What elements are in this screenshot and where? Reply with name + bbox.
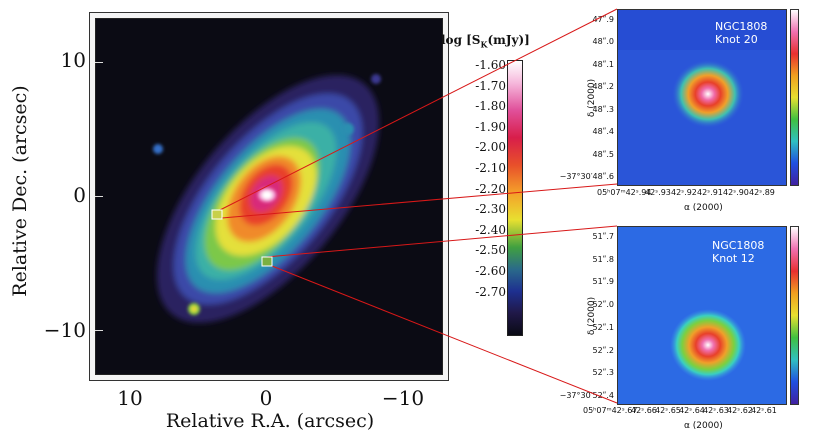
- y-tick-label: −10: [43, 318, 86, 342]
- knot20-dec-ticks: 47ʺ.9 48ʺ.0 48ʺ.1 48ʺ.2 48ʺ.3 48ʺ.4 48ʺ.5 −37°3…: [548, 9, 614, 184]
- dec-tick-label: 52ʺ.2: [592, 345, 615, 355]
- ra-tick-label: 42ˢ.61: [751, 406, 777, 415]
- knot12-dec-ticks: 51ʺ.7 51ʺ.8 51ʺ.9 52ʺ.0 52ʺ.1 52ʺ.2 52ʺ.3 −37°3…: [548, 226, 614, 403]
- knot20-galaxy-name: NGC1808: [715, 20, 768, 33]
- colorbar-tick-label: -1.70: [475, 78, 506, 93]
- ra-tick-label: 42ˢ.65: [655, 406, 681, 415]
- y-tick-mark: [95, 330, 103, 331]
- knot12-label: Knot 12: [712, 252, 755, 265]
- knot20-marker: [211, 209, 223, 220]
- knot20-label: Knot 20: [715, 33, 758, 46]
- knot12-panel: [617, 226, 787, 405]
- connector-line: [217, 8, 618, 212]
- knot12-ra-ticks: 05ʰ07ᵐ42ˢ.67 42ˢ.66 42ˢ.65 42ˢ.64 42ˢ.63 42ˢ.…: [583, 406, 797, 418]
- knot20-x-label: α (2000): [684, 203, 723, 213]
- dec-tick-label: 51ʺ.8: [592, 254, 615, 264]
- dec-tick-label: 48ʺ.5: [592, 149, 615, 159]
- connector-line: [221, 183, 618, 219]
- connector-line: [265, 225, 618, 258]
- colorbar-tick-label: -2.30: [475, 202, 506, 217]
- dec-tick-label: 52ʺ.3: [592, 368, 615, 378]
- dec-tick-label: −37°30′48ʺ.6: [559, 172, 614, 181]
- ra-tick-label: 42ˢ.91: [697, 188, 723, 197]
- dec-tick-label: 48ʺ.1: [592, 59, 615, 69]
- x-tick-label: 0: [259, 386, 273, 410]
- colorbar-tick-label: -2.50: [475, 243, 506, 258]
- dec-tick-label: 51ʺ.7: [592, 232, 615, 241]
- colorbar-title-main: log [S: [441, 33, 481, 47]
- knot20-colorbar: [790, 9, 799, 186]
- colorbar-tick-label: -2.20: [475, 181, 506, 196]
- knot12-colorbar: [790, 226, 799, 405]
- ra-tick-label: 05ʰ07ᵐ42ˢ.94: [597, 188, 652, 197]
- y-tick-mark: [95, 196, 103, 197]
- colorbar-tick-label: -2.70: [475, 284, 506, 299]
- ra-tick-label: 42ˢ.93: [645, 188, 671, 197]
- dec-tick-label: 52ʺ.1: [592, 322, 615, 332]
- knot12-marker: [261, 256, 273, 267]
- ra-tick-label: 42ˢ.89: [749, 188, 775, 197]
- knot12-x-label: α (2000): [684, 421, 723, 431]
- colorbar-tick-label: -1.80: [475, 99, 506, 114]
- x-tick-label: 10: [117, 386, 143, 410]
- dec-tick-label: 48ʺ.0: [592, 37, 615, 47]
- colorbar-tick-label: -2.60: [475, 264, 506, 278]
- colorbar-tick-label: -1.60: [475, 58, 506, 72]
- galaxy-image-svg: [153, 74, 381, 323]
- ra-tick-label: 42ˢ.92: [671, 188, 697, 197]
- dec-tick-label: 51ʺ.9: [592, 277, 615, 287]
- ra-tick-label: 05ʰ07ᵐ42ˢ.67: [583, 406, 638, 415]
- dec-tick-label: 47ʺ.9: [592, 15, 615, 24]
- colorbar-title-sub: K: [480, 39, 488, 50]
- colorbar-title-end: (mJy)]: [487, 33, 530, 47]
- dec-tick-label: 48ʺ.3: [592, 104, 615, 114]
- dec-tick-label: 52ʺ.0: [592, 300, 615, 310]
- knot12-galaxy-name: NGC1808: [712, 239, 765, 252]
- colorbar-tick-label: -2.00: [475, 140, 506, 155]
- ra-tick-label: 42ˢ.90: [723, 188, 749, 197]
- x-tick-label: −10: [381, 386, 425, 410]
- ra-tick-label: 42ˢ.66: [631, 406, 657, 415]
- knot20-image: [618, 10, 786, 185]
- colorbar-title: log [SK(mJy)]: [441, 33, 551, 49]
- knot20-panel: [617, 9, 787, 186]
- ra-tick-label: 42ˢ.64: [679, 406, 705, 415]
- colorbar-tick-label: -2.10: [475, 161, 506, 175]
- dec-tick-label: 48ʺ.4: [592, 127, 615, 137]
- ra-tick-label: 42ˢ.62: [727, 406, 753, 415]
- colorbar-tick-label: -1.90: [475, 119, 506, 134]
- dec-tick-label: −37°30′52ʺ.4: [559, 391, 614, 400]
- connector-line: [271, 265, 618, 404]
- knot20-ra-ticks: 05ʰ07ᵐ42ˢ.94 42ˢ.93 42ˢ.92 42ˢ.91 42ˢ.90 42ˢ.…: [597, 188, 797, 200]
- dec-tick-label: 48ʺ.2: [592, 82, 615, 92]
- knot12-image: [618, 227, 786, 404]
- x-axis-title: Relative R.A. (arcsec): [165, 410, 375, 432]
- galaxy-image: [95, 18, 443, 375]
- y-tick-mark: [95, 62, 103, 63]
- ra-tick-label: 42ˢ.63: [703, 406, 729, 415]
- colorbar-tick-label: -2.40: [475, 222, 506, 237]
- y-tick-label: 0: [73, 183, 86, 207]
- y-tick-label: 10: [60, 48, 86, 72]
